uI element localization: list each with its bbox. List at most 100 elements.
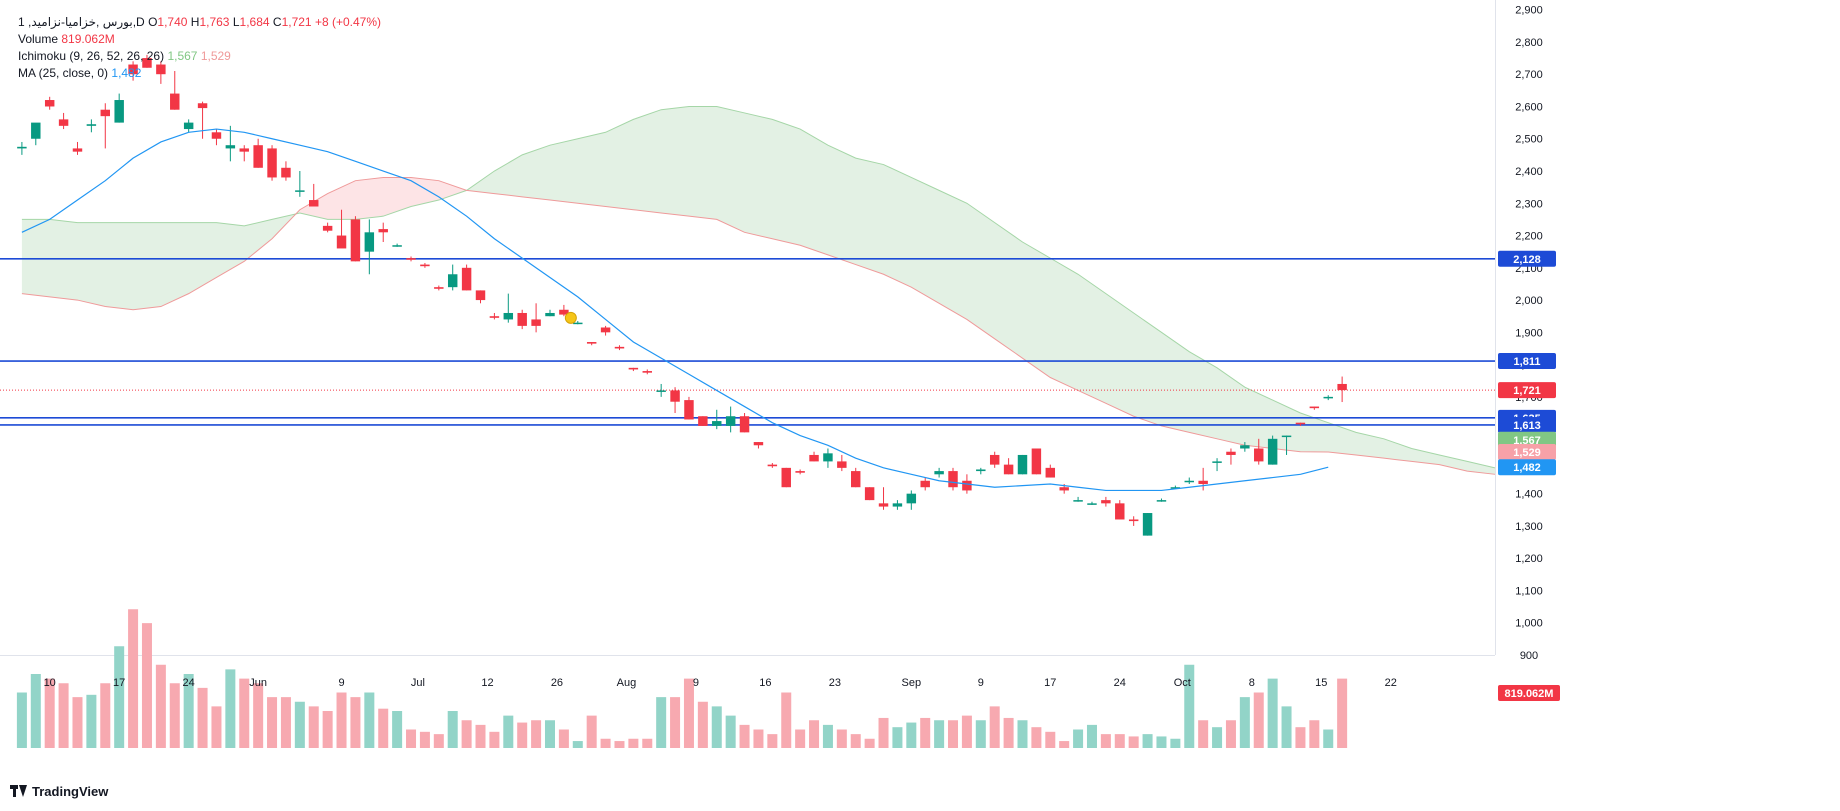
close-value: 1,721 <box>281 15 312 29</box>
candle-body <box>239 148 249 152</box>
candle-body <box>1156 500 1167 502</box>
legend-ma-row[interactable]: MA (25, close, 0) 1,482 <box>18 65 381 82</box>
candle-body <box>1198 480 1208 484</box>
volume-bar <box>322 711 333 748</box>
x-tick-label: 12 <box>481 677 493 689</box>
candle-body <box>1240 445 1250 449</box>
candle-body <box>781 467 791 488</box>
price-tag <box>1498 444 1556 461</box>
candle-body <box>1323 396 1333 399</box>
x-tick-label: 17 <box>1044 677 1056 689</box>
candle-body <box>253 145 263 168</box>
legend-volume-row[interactable]: Volume 819.062M <box>18 31 381 48</box>
volume-bar <box>711 706 722 748</box>
y-tick-label: 1,400 <box>1515 489 1543 501</box>
candle-body <box>725 416 736 426</box>
y-tick-label: 2,700 <box>1515 69 1543 81</box>
y-tick-label: 2,200 <box>1515 231 1543 243</box>
volume-bar <box>114 646 125 748</box>
volume-bar <box>1017 720 1028 748</box>
candle-body <box>489 316 500 318</box>
candle-body <box>976 469 986 472</box>
x-tick-label: 22 <box>1385 677 1397 689</box>
candle-body <box>1309 406 1320 409</box>
price-tag <box>1498 416 1556 433</box>
brand-text: TradingView <box>32 784 109 799</box>
candle-body <box>545 312 555 317</box>
volume-bar <box>294 701 305 748</box>
volume-bar <box>809 720 820 748</box>
volume-bar <box>169 683 180 748</box>
volume-bar <box>392 711 403 748</box>
chart-legend: 1 ,بورس ,خزامیا-نزامید,D O1,740 H1,763 L… <box>18 14 381 82</box>
ichimoku-label: Ichimoku (9, 26, 52, 26, 26) <box>18 49 165 63</box>
y-tick-label: 2,500 <box>1515 134 1543 146</box>
volume-bar <box>503 715 514 748</box>
candle-body <box>1170 487 1181 489</box>
volume-bar <box>934 720 945 748</box>
volume-bar <box>211 706 222 748</box>
candle-body <box>878 503 889 507</box>
candle-body <box>86 124 97 126</box>
volume-bar <box>447 711 458 748</box>
volume-bar <box>197 687 208 748</box>
volume-bar <box>531 720 542 748</box>
candle-body <box>1031 448 1042 475</box>
y-tick-label: 2,300 <box>1515 198 1543 210</box>
volume-bar <box>697 701 708 748</box>
volume-bar <box>16 692 27 748</box>
volume-bar <box>1142 734 1153 748</box>
candle-body <box>1045 467 1056 478</box>
candle-body <box>892 503 903 507</box>
ichimoku-cloud-bullish <box>21 209 300 310</box>
candle-body <box>406 258 416 260</box>
volume-bar <box>1059 741 1070 748</box>
candle-body <box>934 471 944 475</box>
x-tick-label: 15 <box>1315 677 1327 689</box>
legend-ichimoku-row[interactable]: Ichimoku (9, 26, 52, 26, 26) 1,567 1,529 <box>18 48 381 65</box>
volume-bar <box>989 706 1000 748</box>
candle-body <box>920 480 930 488</box>
volume-bar <box>1100 734 1111 748</box>
volume-bar <box>878 717 889 748</box>
price-tag <box>1498 459 1556 476</box>
x-tick-label: 17 <box>113 677 125 689</box>
volume-bar <box>1267 678 1278 748</box>
close-label: C <box>272 15 282 29</box>
volume-tag <box>1498 685 1560 701</box>
volume-bar <box>1309 720 1320 748</box>
candle-body <box>531 319 541 326</box>
candle-body <box>1212 461 1222 463</box>
symbol-title[interactable]: 1 ,بورس ,خزامیا-نزامید,D <box>18 15 145 29</box>
y-tick-label: 2,800 <box>1515 37 1543 49</box>
volume-bar <box>1239 697 1250 748</box>
candle-body <box>795 471 805 473</box>
candle-body <box>1281 435 1292 438</box>
candle-body <box>17 146 27 149</box>
x-tick-label: 16 <box>759 677 771 689</box>
candle-body <box>295 190 305 192</box>
volume-bar <box>350 697 361 748</box>
volume-bar <box>461 720 472 748</box>
candle-body <box>72 148 83 152</box>
volume-bar <box>1323 729 1334 748</box>
volume-bar <box>1198 720 1209 748</box>
candle-body <box>183 122 194 130</box>
candle-body <box>573 322 583 325</box>
candle-body <box>1142 513 1153 536</box>
ichimoku-value-b: 1,529 <box>200 49 231 63</box>
volume-bar <box>725 715 736 748</box>
volume-bar <box>1156 736 1167 748</box>
candle-body <box>809 454 819 462</box>
volume-bar <box>155 664 166 748</box>
candle-body <box>211 132 222 139</box>
volume-tag-label: 819.062M <box>1505 688 1554 700</box>
volume-label: Volume <box>18 32 59 46</box>
candle-body <box>864 487 875 501</box>
ma-value: 1,482 <box>111 66 142 80</box>
volume-bar <box>753 729 764 748</box>
candle-body <box>823 453 833 462</box>
tradingview-logo[interactable]: TradingView <box>10 784 108 799</box>
candle-body <box>712 421 722 426</box>
